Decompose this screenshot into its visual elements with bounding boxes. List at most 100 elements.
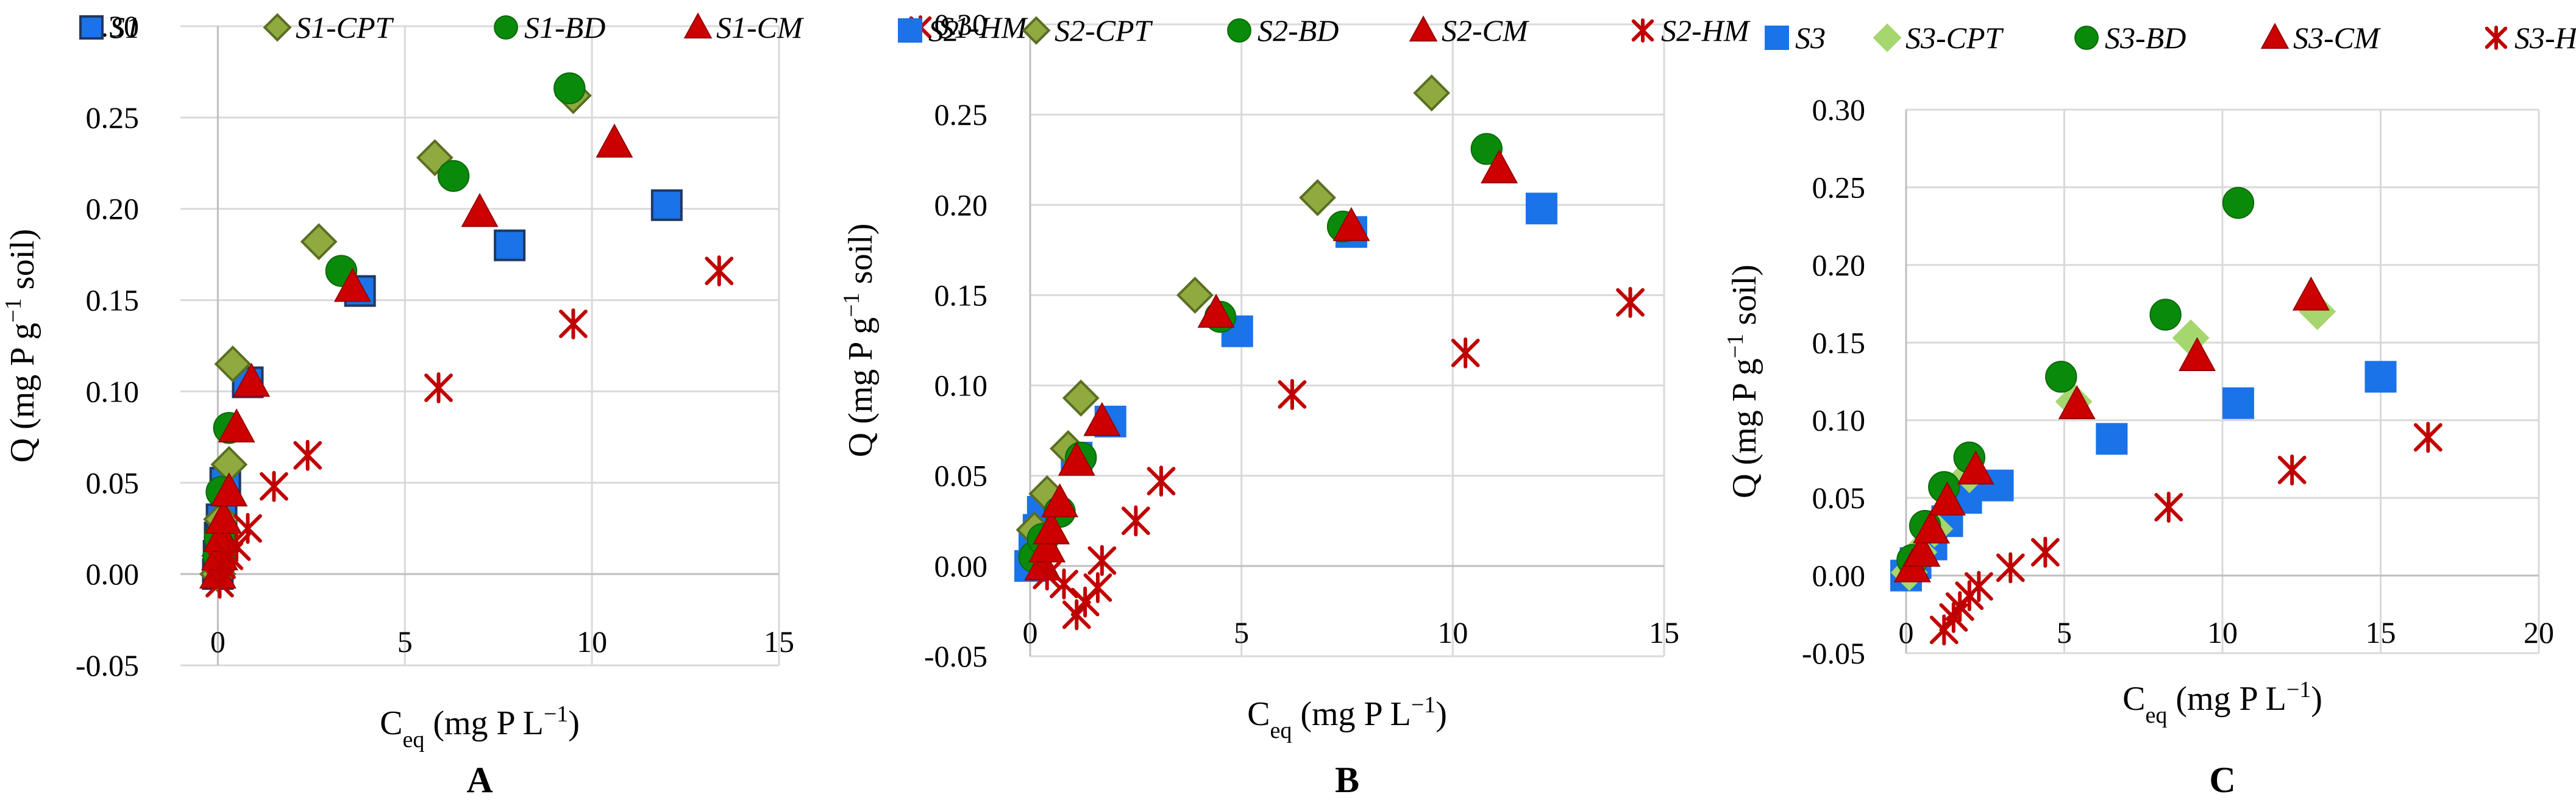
x-axis-title-main: C — [2122, 680, 2145, 718]
data-point — [1470, 133, 1503, 165]
legend-marker-square — [1765, 26, 1789, 50]
legend-marker-circle — [2074, 26, 2099, 50]
legend-label: S3-CM — [2293, 21, 2381, 55]
y-axis-title-rest: soil) — [1726, 264, 1763, 334]
legend-marker-circle — [1227, 18, 1251, 43]
data-point — [650, 189, 683, 221]
data-point — [1913, 509, 1951, 544]
x-tick-label: 15 — [764, 625, 794, 659]
y-tick-label: 0.20 — [86, 192, 140, 226]
legend-label: S3-BD — [2105, 21, 2186, 55]
series-s1-cpt — [199, 77, 592, 593]
x-tick-label: 10 — [1437, 615, 1468, 650]
y-axis-title-sup: −1 — [1, 298, 26, 322]
y-axis-title-main: Q (mg P g — [842, 317, 880, 458]
x-axis-title: Ceq (mg P L−1) — [380, 701, 580, 753]
data-point — [2222, 186, 2255, 219]
y-tick-label: 0.20 — [934, 188, 988, 222]
y-axis-title-sup: −1 — [839, 292, 864, 317]
data-point — [1481, 149, 1518, 183]
data-point — [333, 267, 371, 302]
legend-label: S2-CM — [1442, 13, 1529, 48]
x-axis-title-close: ) — [568, 704, 580, 742]
data-point — [2096, 423, 2128, 455]
data-point — [2413, 422, 2443, 453]
data-point — [2277, 454, 2307, 486]
x-axis-title: Ceq (mg P L−1) — [1247, 692, 1447, 743]
legend-marker-diamond — [1022, 16, 1051, 45]
legend-marker-asterisk — [2485, 26, 2508, 50]
data-point — [2045, 361, 2077, 393]
data-point — [705, 255, 734, 287]
data-point — [553, 72, 586, 105]
data-point — [1087, 545, 1117, 576]
legend-marker-triangle — [1409, 15, 1438, 42]
x-axis-title-main: C — [380, 704, 402, 742]
x-tick-label: 15 — [1649, 615, 1679, 650]
data-point — [1903, 533, 1941, 567]
x-axis-title-sup: −1 — [1411, 692, 1436, 718]
y-axis-title-main: Q (mg P g — [1726, 358, 1763, 498]
data-point — [2058, 385, 2096, 420]
series-s1-bd — [202, 72, 586, 572]
y-tick-label: 0.00 — [1812, 559, 1866, 593]
x-tick-label: 15 — [2366, 615, 2396, 650]
series-s1-hm — [205, 255, 734, 599]
legend: S3 S3-CPT S3-BD S3-CM S3-HM — [1765, 21, 2576, 55]
y-axis-title-main: Q (mg P g — [4, 323, 41, 463]
chart-panel-b: -0.05 0.00 0.05 0.10 0.15 0.20 0.25 0.30 0 5 10 15 Q… — [839, 7, 1751, 800]
panel-label: C — [2209, 760, 2235, 800]
data-point — [2292, 276, 2330, 311]
data-point — [1147, 466, 1176, 497]
y-tick-label: 0.05 — [934, 459, 988, 493]
data-point — [2154, 491, 2183, 523]
data-point — [424, 372, 453, 403]
chart-panel-c: -0.05 0.00 0.05 0.10 0.15 0.20 0.25 0.30 0 5 10 15 2… — [1723, 21, 2576, 800]
series-s2-cm — [1024, 149, 1518, 581]
y-tick-label: 0.05 — [86, 466, 140, 500]
x-tick-label: 0 — [1899, 615, 1914, 650]
x-axis-title-close: ) — [2311, 680, 2322, 718]
chart-panel-a: -0.05 0.00 0.05 0.10 0.15 0.20 0.25 0.30 0 5 10 15 Q… — [1, 9, 1028, 800]
data-point — [437, 160, 470, 192]
legend-marker-triangle — [2260, 23, 2290, 49]
x-tick-label: 0 — [1023, 615, 1038, 650]
data-point — [1083, 402, 1121, 436]
data-point — [300, 223, 338, 261]
data-point — [1413, 74, 1451, 112]
y-tick-label: 0.15 — [86, 283, 140, 317]
legend-marker-diamond — [1873, 23, 1902, 52]
data-point — [233, 363, 271, 397]
series-s3-cm — [1893, 276, 2330, 583]
data-point — [1616, 286, 1645, 318]
data-point — [1525, 193, 1557, 225]
x-axis-title-units: (mg P L — [2167, 680, 2286, 718]
series-s2-hm — [1033, 286, 1645, 631]
data-point — [1033, 510, 1070, 545]
legend-label: S1-BD — [524, 10, 605, 44]
y-axis-title: Q (mg P g−1 soil) — [1, 229, 41, 463]
legend-label: S1-CPT — [296, 10, 394, 44]
data-point — [1033, 559, 1062, 591]
y-tick-label: 0.25 — [1812, 170, 1866, 204]
data-point — [1964, 570, 1993, 602]
x-tick-label: 20 — [2524, 615, 2554, 650]
y-tick-label: 0.10 — [86, 374, 140, 408]
y-axis-title-sup: −1 — [1723, 334, 1748, 358]
data-point — [1928, 481, 1966, 516]
y-tick-label: 0.25 — [86, 101, 140, 135]
data-point — [2364, 361, 2397, 393]
data-point — [2030, 536, 2060, 568]
x-axis-title-close: ) — [1436, 695, 1447, 733]
data-point — [1278, 378, 1307, 410]
y-tick-label: 0.30 — [934, 7, 988, 41]
y-tick-label: -0.05 — [1802, 636, 1865, 670]
gridlines — [1905, 108, 2540, 654]
gridlines — [180, 25, 780, 667]
data-point — [260, 470, 288, 502]
legend-marker-circle — [494, 15, 518, 40]
data-point — [1957, 450, 1994, 485]
x-axis-title-sub: eq — [402, 727, 424, 753]
x-tick-label: 0 — [210, 625, 226, 659]
